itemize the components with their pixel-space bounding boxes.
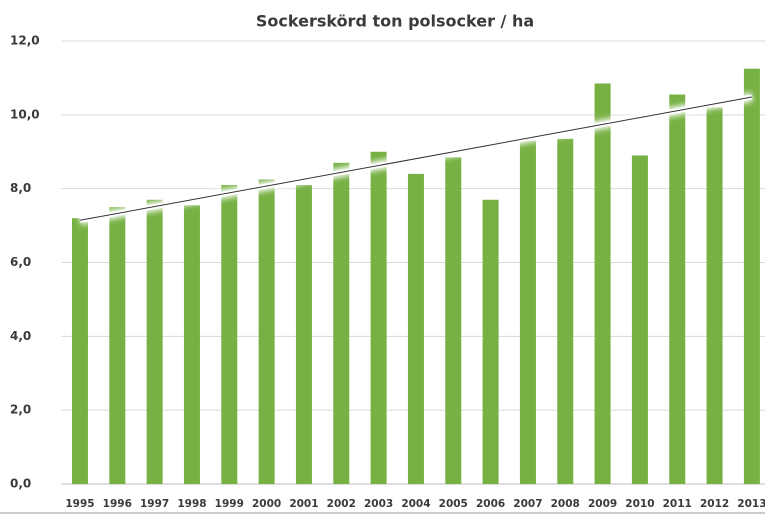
x-tick-label: 2013 [737, 498, 765, 510]
x-tick-label: 2007 [513, 498, 542, 510]
x-tick-label: 2002 [327, 498, 356, 510]
bar [183, 205, 200, 484]
y-tick-label: 8,0 [10, 181, 31, 195]
x-tick-label: 1995 [65, 498, 94, 510]
x-tick-label: 2006 [476, 498, 505, 510]
bar [333, 162, 350, 484]
bar [407, 173, 424, 484]
bar [669, 94, 686, 484]
x-tick-label: 2012 [700, 498, 729, 510]
bar [482, 199, 499, 484]
bar [258, 179, 275, 484]
x-tick-label: 2005 [439, 498, 468, 510]
bar [445, 157, 462, 484]
bar [146, 199, 163, 484]
y-tick-label: 12,0 [10, 34, 40, 48]
x-tick-label: 2011 [663, 498, 692, 510]
bar [370, 151, 387, 484]
bar [71, 218, 88, 484]
bar [221, 184, 238, 484]
y-tick-label: 4,0 [10, 329, 31, 343]
chart-title: Sockerskörd ton polsocker / ha [256, 12, 534, 31]
x-tick-label: 2000 [252, 498, 281, 510]
bar [594, 83, 611, 485]
x-tick-label: 2001 [289, 498, 318, 510]
x-tick-label: 2003 [364, 498, 393, 510]
bar [557, 138, 574, 484]
x-tick-label: 1997 [140, 498, 169, 510]
bar [743, 68, 760, 484]
x-tick-label: 2008 [551, 498, 580, 510]
x-tick-label: 2009 [588, 498, 617, 510]
x-tick-label: 1996 [103, 498, 132, 510]
trendline [79, 96, 752, 221]
y-tick-label: 10,0 [10, 107, 40, 121]
bar [295, 184, 312, 484]
bar [109, 207, 126, 484]
y-tick-label: 0,0 [10, 477, 31, 491]
bar [706, 107, 723, 484]
bar [631, 155, 648, 485]
x-tick-label: 1998 [177, 498, 206, 510]
y-tick-label: 2,0 [10, 403, 31, 417]
bar [519, 140, 536, 485]
x-tick-label: 2010 [625, 498, 654, 510]
x-tick-label: 2004 [401, 498, 430, 510]
y-tick-label: 6,0 [10, 255, 31, 269]
x-tick-label: 1999 [215, 498, 244, 510]
